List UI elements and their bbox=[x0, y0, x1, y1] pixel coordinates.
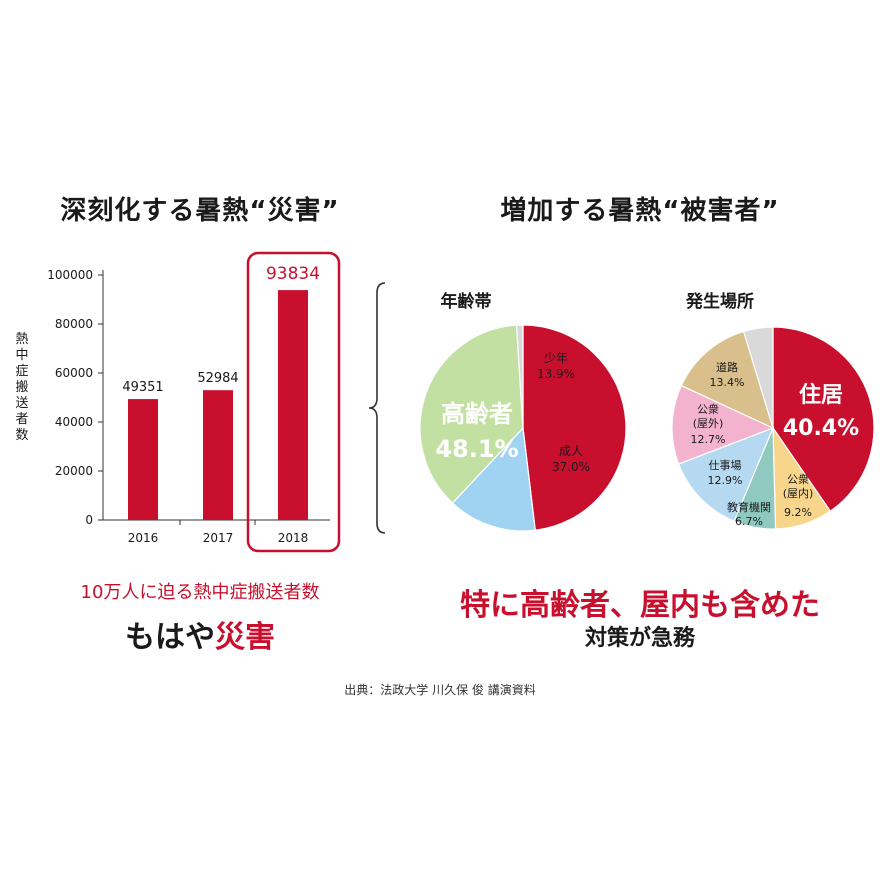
bar-value-label-2017: 52984 bbox=[197, 371, 238, 386]
pie1-value-youth: 13.9% bbox=[537, 367, 575, 381]
bar-category-label-2016: 2016 bbox=[128, 531, 159, 545]
pie1-value-elderly: 48.1% bbox=[435, 435, 518, 463]
pie2-title: 発生場所 bbox=[685, 291, 754, 312]
pie1-label-adult: 成人 bbox=[559, 444, 583, 458]
bar-chart-y-axis-label: 熱中症搬送者数 bbox=[15, 332, 29, 443]
pie1-slice-2 bbox=[419, 324, 524, 504]
pie2-value-workplace: 12.9% bbox=[708, 474, 743, 487]
pie2-value-home: 40.4% bbox=[783, 416, 859, 441]
bar-category-label-2018: 2018 bbox=[278, 531, 309, 545]
pie2-label-home: 住居 bbox=[799, 382, 843, 408]
left-caption-line1: 10万人に迫る熱中症搬送者数 bbox=[80, 582, 320, 603]
pie2-label-workplace: 仕事場 bbox=[709, 459, 742, 472]
left-caption-highlight: 災害 bbox=[215, 620, 275, 655]
source-note: 出典：法政大学 川久保 俊 講演資料 bbox=[344, 683, 536, 697]
left-caption-prefix: もはや bbox=[125, 620, 215, 655]
right-caption-line1: 特に高齢者、屋内も含めた bbox=[460, 588, 820, 623]
pie2-label-public-outdoor: 公衆(屋外) bbox=[693, 403, 724, 430]
pie1-slice-1 bbox=[451, 426, 536, 532]
bar-y-tick-label: 20000 bbox=[55, 464, 93, 478]
pie2-slice-6 bbox=[742, 326, 774, 429]
pie2-label-road: 道路 bbox=[716, 360, 738, 374]
pie2-slice-5 bbox=[680, 330, 774, 430]
brace-divider bbox=[368, 282, 386, 534]
left-caption-line2: もはや災害 bbox=[0, 612, 400, 656]
pie1-slice-3 bbox=[515, 324, 524, 429]
bar-y-tick-label: 100000 bbox=[47, 268, 93, 282]
bar-highlight-box bbox=[246, 251, 341, 553]
pie2-value-public-outdoor: 12.7% bbox=[691, 433, 726, 446]
pie2-value-public-indoor: 9.2% bbox=[784, 506, 812, 519]
pie2-value-education: 6.7% bbox=[735, 515, 763, 528]
right-title: 増加する暑熱“被害者” bbox=[500, 196, 780, 226]
bar-y-tick-label: 40000 bbox=[55, 415, 93, 429]
pie2-value-road: 13.4% bbox=[710, 376, 745, 389]
bar-2017 bbox=[203, 390, 233, 520]
bar-y-tick-label: 60000 bbox=[55, 366, 93, 380]
pie2-label-public-indoor: 公衆(屋内) bbox=[783, 473, 814, 500]
bar-value-label-2018: 93834 bbox=[266, 264, 320, 284]
pie1-slice-0 bbox=[522, 324, 627, 531]
bar-y-tick-label: 0 bbox=[85, 513, 93, 527]
bar-2018 bbox=[278, 290, 308, 520]
pie2-label-education: 教育機関 bbox=[727, 500, 771, 514]
pie2-slice-0 bbox=[772, 326, 875, 513]
pie2-slice-4 bbox=[671, 384, 775, 465]
left-title: 深刻化する暑熱“災害” bbox=[60, 196, 340, 226]
pie1-value-adult: 37.0% bbox=[552, 460, 590, 474]
pie1-title: 年齢帯 bbox=[441, 291, 492, 312]
right-caption-line2: 対策が急務 bbox=[584, 626, 695, 651]
pie2-slice-3 bbox=[677, 426, 775, 522]
bar-2016 bbox=[128, 399, 158, 520]
bar-category-label-2017: 2017 bbox=[203, 531, 234, 545]
bar-value-label-2016: 49351 bbox=[122, 380, 163, 395]
bar-y-tick-label: 80000 bbox=[55, 317, 93, 331]
pie1-label-youth: 少年 bbox=[544, 351, 568, 365]
pie1-label-elderly: 高齢者 bbox=[441, 400, 513, 428]
